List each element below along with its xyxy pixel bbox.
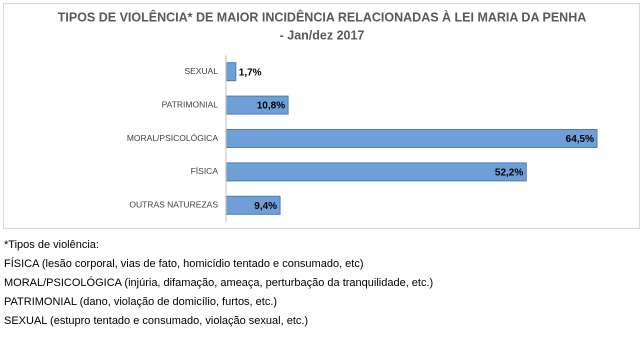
note-item: FÍSICA (lesão corporal, vias de fato, ho…: [4, 257, 364, 270]
bar: [225, 62, 237, 82]
bar: [225, 162, 527, 182]
data-label: 9,4%: [254, 201, 277, 212]
note-heading: *Tipos de violência:: [4, 239, 99, 251]
data-label: 52,2%: [495, 168, 523, 179]
bar: [225, 129, 598, 148]
chart-title: TIPOS DE VIOLÊNCIA* DE MAIOR INCIDÊNCIA …: [58, 9, 587, 24]
data-label: 10,8%: [257, 101, 285, 112]
y-tick-label: FÍSICA: [191, 166, 219, 176]
y-tick-label: SEXUAL: [184, 66, 218, 76]
chart-subtitle: - Jan/dez 2017: [280, 28, 365, 42]
chart-frame: [3, 3, 640, 229]
y-tick-label: MORAL/PSICOLÓGICA: [127, 133, 218, 143]
y-tick-label: OUTRAS NATUREZAS: [129, 200, 218, 210]
y-tick-label: PATRIMONIAL: [162, 99, 219, 109]
data-label: 1,7%: [239, 67, 262, 78]
data-label: 64,5%: [566, 134, 594, 145]
note-item: PATRIMONIAL (dano, violação de domicílio…: [4, 296, 277, 308]
note-item: MORAL/PSICOLÓGICA (injúria, difamação, a…: [4, 276, 433, 289]
note-item: SEXUAL (estupro tentado e consumado, vio…: [4, 315, 308, 327]
